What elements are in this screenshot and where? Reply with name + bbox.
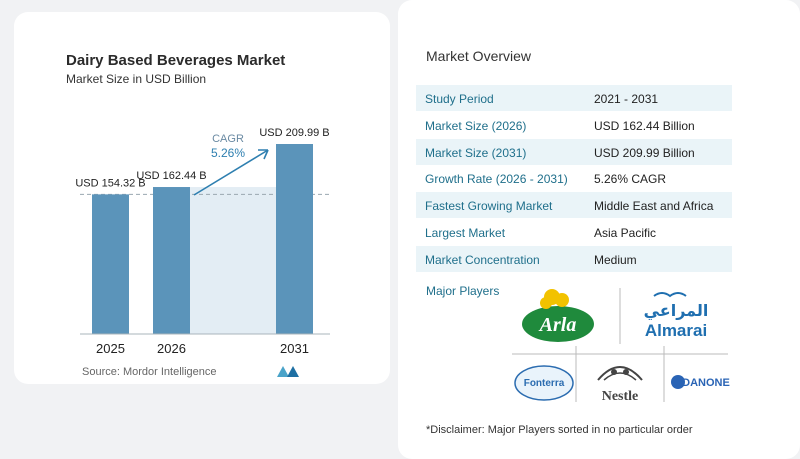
growth-arrow-line xyxy=(193,149,269,196)
mordor-logo-icon xyxy=(277,366,299,377)
overview-row: Growth Rate (2026 - 2031) 5.26% CAGR xyxy=(416,165,732,191)
x-tick-label: 2025 xyxy=(96,341,125,356)
overview-row: Largest Market Asia Pacific xyxy=(416,219,732,245)
overview-row-key: Market Size (2031) xyxy=(425,145,527,160)
bar-chart: USD 154.32 B 2025 USD 162.44 B 2026 USD 209.… xyxy=(75,127,330,356)
fonterra-logo-text: Fonterra xyxy=(524,378,565,389)
overview-row-value: 2021 - 2031 xyxy=(594,92,659,106)
overview-row-key: Largest Market xyxy=(425,226,506,240)
danone-logo-text: DANONE xyxy=(682,377,730,389)
nestle-logo-icon: Nestle xyxy=(597,366,643,404)
growth-arrow-head-icon xyxy=(258,149,269,160)
cagr-value: 5.26% xyxy=(211,146,245,160)
bar-2026 xyxy=(153,187,190,334)
overview-card xyxy=(398,0,800,459)
overview-row-value: Medium xyxy=(594,252,637,267)
x-tick-label: 2031 xyxy=(280,341,309,356)
overview-title: Market Overview xyxy=(426,48,532,64)
danone-logo-icon: DANONE xyxy=(671,375,730,389)
x-tick-label: 2026 xyxy=(157,341,186,356)
overview-row-value: Middle East and Africa xyxy=(594,199,714,214)
almarai-arabic-text: المراعي xyxy=(644,301,709,321)
bar-value-label: USD 209.99 B xyxy=(259,127,329,139)
cagr-label: CAGR xyxy=(212,133,244,145)
overview-row: Market Size (2031) USD 209.99 Billion xyxy=(416,138,732,165)
overview-row-value: USD 162.44 Billion xyxy=(594,118,695,133)
growth-area xyxy=(190,187,276,334)
nestle-logo-text: Nestle xyxy=(602,389,639,404)
overview-row-value: USD 209.99 Billion xyxy=(594,145,695,160)
overview-row: Study Period 2021 - 2031 xyxy=(416,85,732,111)
arla-logo-icon: Arla xyxy=(522,289,594,342)
overview-row-key: Growth Rate (2026 - 2031) xyxy=(425,172,568,187)
overview-row-key: Market Concentration xyxy=(425,252,540,267)
overview-row: Market Concentration Medium xyxy=(416,245,732,272)
disclaimer-text: *Disclaimer: Major Players sorted in no … xyxy=(426,424,693,436)
bar-2025 xyxy=(92,194,129,334)
overview-row: Market Size (2026) USD 162.44 Billion xyxy=(416,112,732,138)
almarai-logo-text: Almarai xyxy=(645,321,707,340)
chart-title: Dairy Based Beverages Market xyxy=(66,52,286,69)
bar-2031 xyxy=(276,144,313,334)
major-players-title: Major Players xyxy=(426,284,500,298)
overview-row-value: Asia Pacific xyxy=(594,226,657,240)
bar-value-label: USD 154.32 B xyxy=(75,177,145,189)
almarai-logo-icon: المراعي Almarai xyxy=(644,292,709,340)
overview-row-key: Fastest Growing Market xyxy=(425,199,553,214)
chart-subtitle: Market Size in USD Billion xyxy=(66,72,207,86)
arla-logo-text: Arla xyxy=(538,314,577,336)
overview-row-key: Study Period xyxy=(425,92,494,106)
overview-row-key: Market Size (2026) xyxy=(425,118,527,133)
fonterra-logo-icon: Fonterra xyxy=(514,365,574,401)
overview-row-value: 5.26% CAGR xyxy=(594,172,667,187)
source-text: Source: Mordor Intelligence xyxy=(82,366,217,378)
bar-value-label: USD 162.44 B xyxy=(136,170,206,182)
overview-row: Fastest Growing Market Middle East and Af… xyxy=(416,192,732,219)
